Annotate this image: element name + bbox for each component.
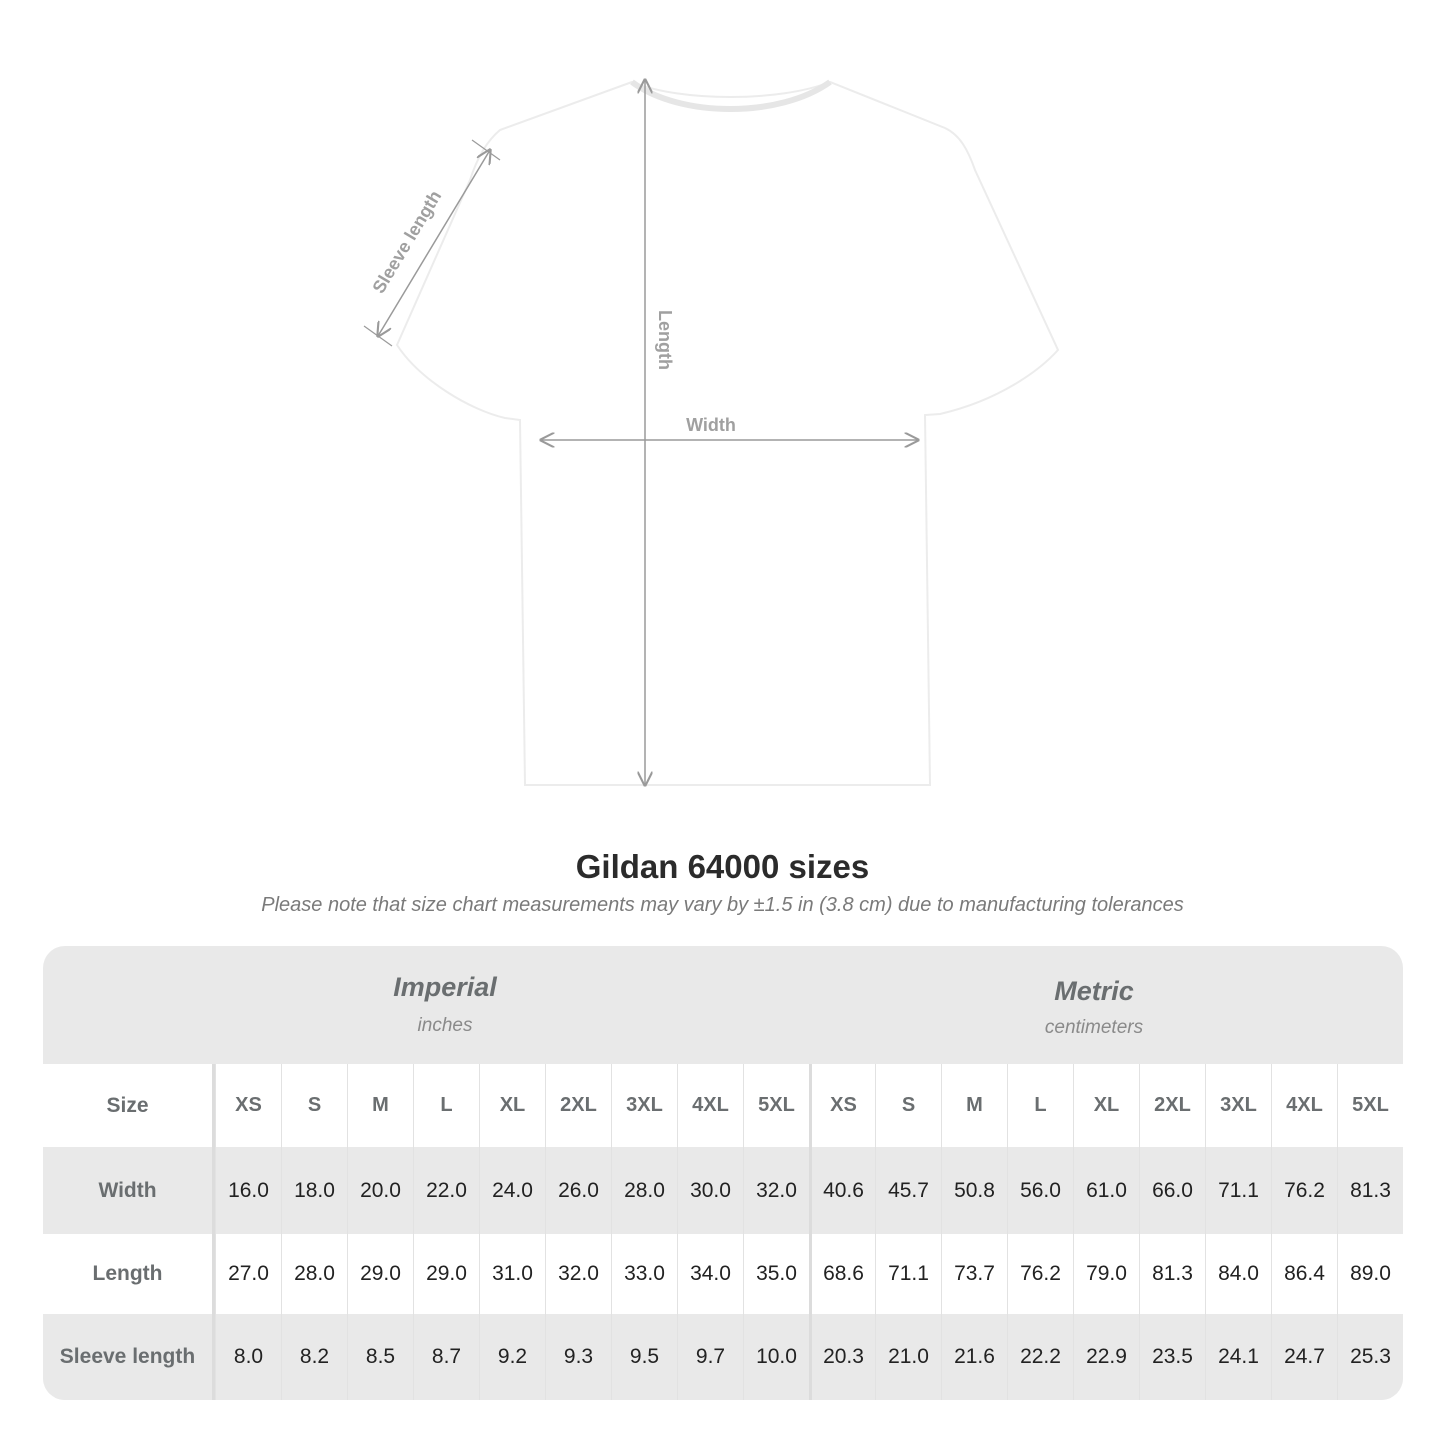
table-row: Width 16.0 18.0 20.0 22.0 24.0 26.0 28.0 30.0 32.… [43,1147,1403,1234]
imperial-value-cell: 8.0 [215,1314,281,1400]
metric-value-cell: 24.7 [1271,1314,1337,1400]
imperial-value-cell: 29.0 [413,1234,479,1314]
metric-value-cell: 22.9 [1073,1314,1139,1400]
imperial-header: Imperial inches [215,946,675,1064]
tshirt-diagram: Sleeve length Length Width [363,0,1060,820]
length-label: Length [655,310,675,370]
metric-value-cell: 25.3 [1337,1314,1403,1400]
metric-value-cell: 24.1 [1205,1314,1271,1400]
metric-value-cell: 40.6 [809,1147,875,1234]
row-label: Width [43,1147,215,1234]
imperial-value-cell: 8.2 [281,1314,347,1400]
imperial-value-cell: 32.0 [743,1147,809,1234]
imperial-unit: inches [417,1015,473,1036]
size-header-imperial: S [281,1064,347,1147]
row-label: Sleeve length [43,1314,215,1400]
metric-value-cell: 22.2 [1007,1314,1073,1400]
metric-unit: centimeters [1044,1017,1144,1038]
size-header-imperial: 4XL [677,1064,743,1147]
imperial-value-cell: 33.0 [611,1234,677,1314]
page-title: Gildan 64000 sizes [575,848,870,885]
size-header-metric: 5XL [1337,1064,1403,1147]
size-header-imperial: M [347,1064,413,1147]
metric-value-cell: 76.2 [1271,1147,1337,1234]
imperial-value-cell: 32.0 [545,1234,611,1314]
imperial-value-cell: 18.0 [281,1147,347,1234]
size-header-imperial: XS [215,1064,281,1147]
size-header-imperial: 2XL [545,1064,611,1147]
imperial-value-cell: 31.0 [479,1234,545,1314]
sleeve-tick [363,325,393,347]
imperial-value-cell: 24.0 [479,1147,545,1234]
table-row: Length 27.0 28.0 29.0 29.0 31.0 32.0 33.0 34.0 35… [43,1234,1403,1314]
imperial-value-cell: 16.0 [215,1147,281,1234]
size-header-metric: 4XL [1271,1064,1337,1147]
imperial-value-cell: 20.0 [347,1147,413,1234]
size-header-imperial: XL [479,1064,545,1147]
imperial-value-cell: 26.0 [545,1147,611,1234]
metric-value-cell: 66.0 [1139,1147,1205,1234]
metric-value-cell: 81.3 [1139,1234,1205,1314]
imperial-value-cell: 30.0 [677,1147,743,1234]
metric-value-cell: 79.0 [1073,1234,1139,1314]
metric-value-cell: 76.2 [1007,1234,1073,1314]
metric-value-cell: 21.6 [941,1314,1007,1400]
imperial-value-cell: 28.0 [281,1234,347,1314]
imperial-value-cell: 9.2 [479,1314,545,1400]
size-header-imperial: 5XL [743,1064,809,1147]
metric-value-cell: 86.4 [1271,1234,1337,1314]
imperial-value-cell: 27.0 [215,1234,281,1314]
imperial-value-cell: 8.5 [347,1314,413,1400]
imperial-value-cell: 10.0 [743,1314,809,1400]
metric-value-cell: 73.7 [941,1234,1007,1314]
metric-value-cell: 23.5 [1139,1314,1205,1400]
metric-value-cell: 81.3 [1337,1147,1403,1234]
metric-value-cell: 45.7 [875,1147,941,1234]
imperial-value-cell: 22.0 [413,1147,479,1234]
imperial-value-cell: 29.0 [347,1234,413,1314]
size-header-row: Size XS S M L XL 2XL 3XL 4XL 5XL XS S M L XL 2XL 3XL 4XL 5… [43,1064,1403,1147]
sleeve-measure-line [378,150,490,336]
tolerance-note: Please note that size chart measurements… [261,894,1184,916]
metric-header: Metric centimeters [809,946,1379,1064]
imperial-value-cell: 9.3 [545,1314,611,1400]
size-header-metric: M [941,1064,1007,1147]
imperial-value-cell: 28.0 [611,1147,677,1234]
table-row: Sleeve length 8.0 8.2 8.5 8.7 9.2 9.3 9.5 9.7 10.… [43,1314,1403,1400]
metric-value-cell: 56.0 [1007,1147,1073,1234]
metric-value-cell: 84.0 [1205,1234,1271,1314]
size-header-metric: XL [1073,1064,1139,1147]
metric-value-cell: 89.0 [1337,1234,1403,1314]
size-header-metric: 2XL [1139,1064,1205,1147]
imperial-value-cell: 35.0 [743,1234,809,1314]
width-label: Width [686,415,736,435]
metric-value-cell: 20.3 [809,1314,875,1400]
metric-value-cell: 71.1 [875,1234,941,1314]
metric-value-cell: 21.0 [875,1314,941,1400]
metric-value-cell: 71.1 [1205,1147,1271,1234]
size-header-imperial: L [413,1064,479,1147]
row-label: Length [43,1234,215,1314]
imperial-value-cell: 9.7 [677,1314,743,1400]
size-header-metric: XS [809,1064,875,1147]
imperial-value-cell: 8.7 [413,1314,479,1400]
imperial-value-cell: 34.0 [677,1234,743,1314]
metric-value-cell: 50.8 [941,1147,1007,1234]
size-header-metric: 3XL [1205,1064,1271,1147]
size-header-imperial: 3XL [611,1064,677,1147]
imperial-value-cell: 9.5 [611,1314,677,1400]
metric-value-cell: 61.0 [1073,1147,1139,1234]
metric-value-cell: 68.6 [809,1234,875,1314]
size-table: Imperial inches Metric centimeters Size X… [43,946,1403,1400]
size-header-metric: L [1007,1064,1073,1147]
size-header-metric: S [875,1064,941,1147]
sleeve-tick [471,139,501,161]
size-label: Size [43,1064,215,1147]
imperial-title: Imperial [393,972,497,1002]
metric-title: Metric [1054,976,1134,1006]
